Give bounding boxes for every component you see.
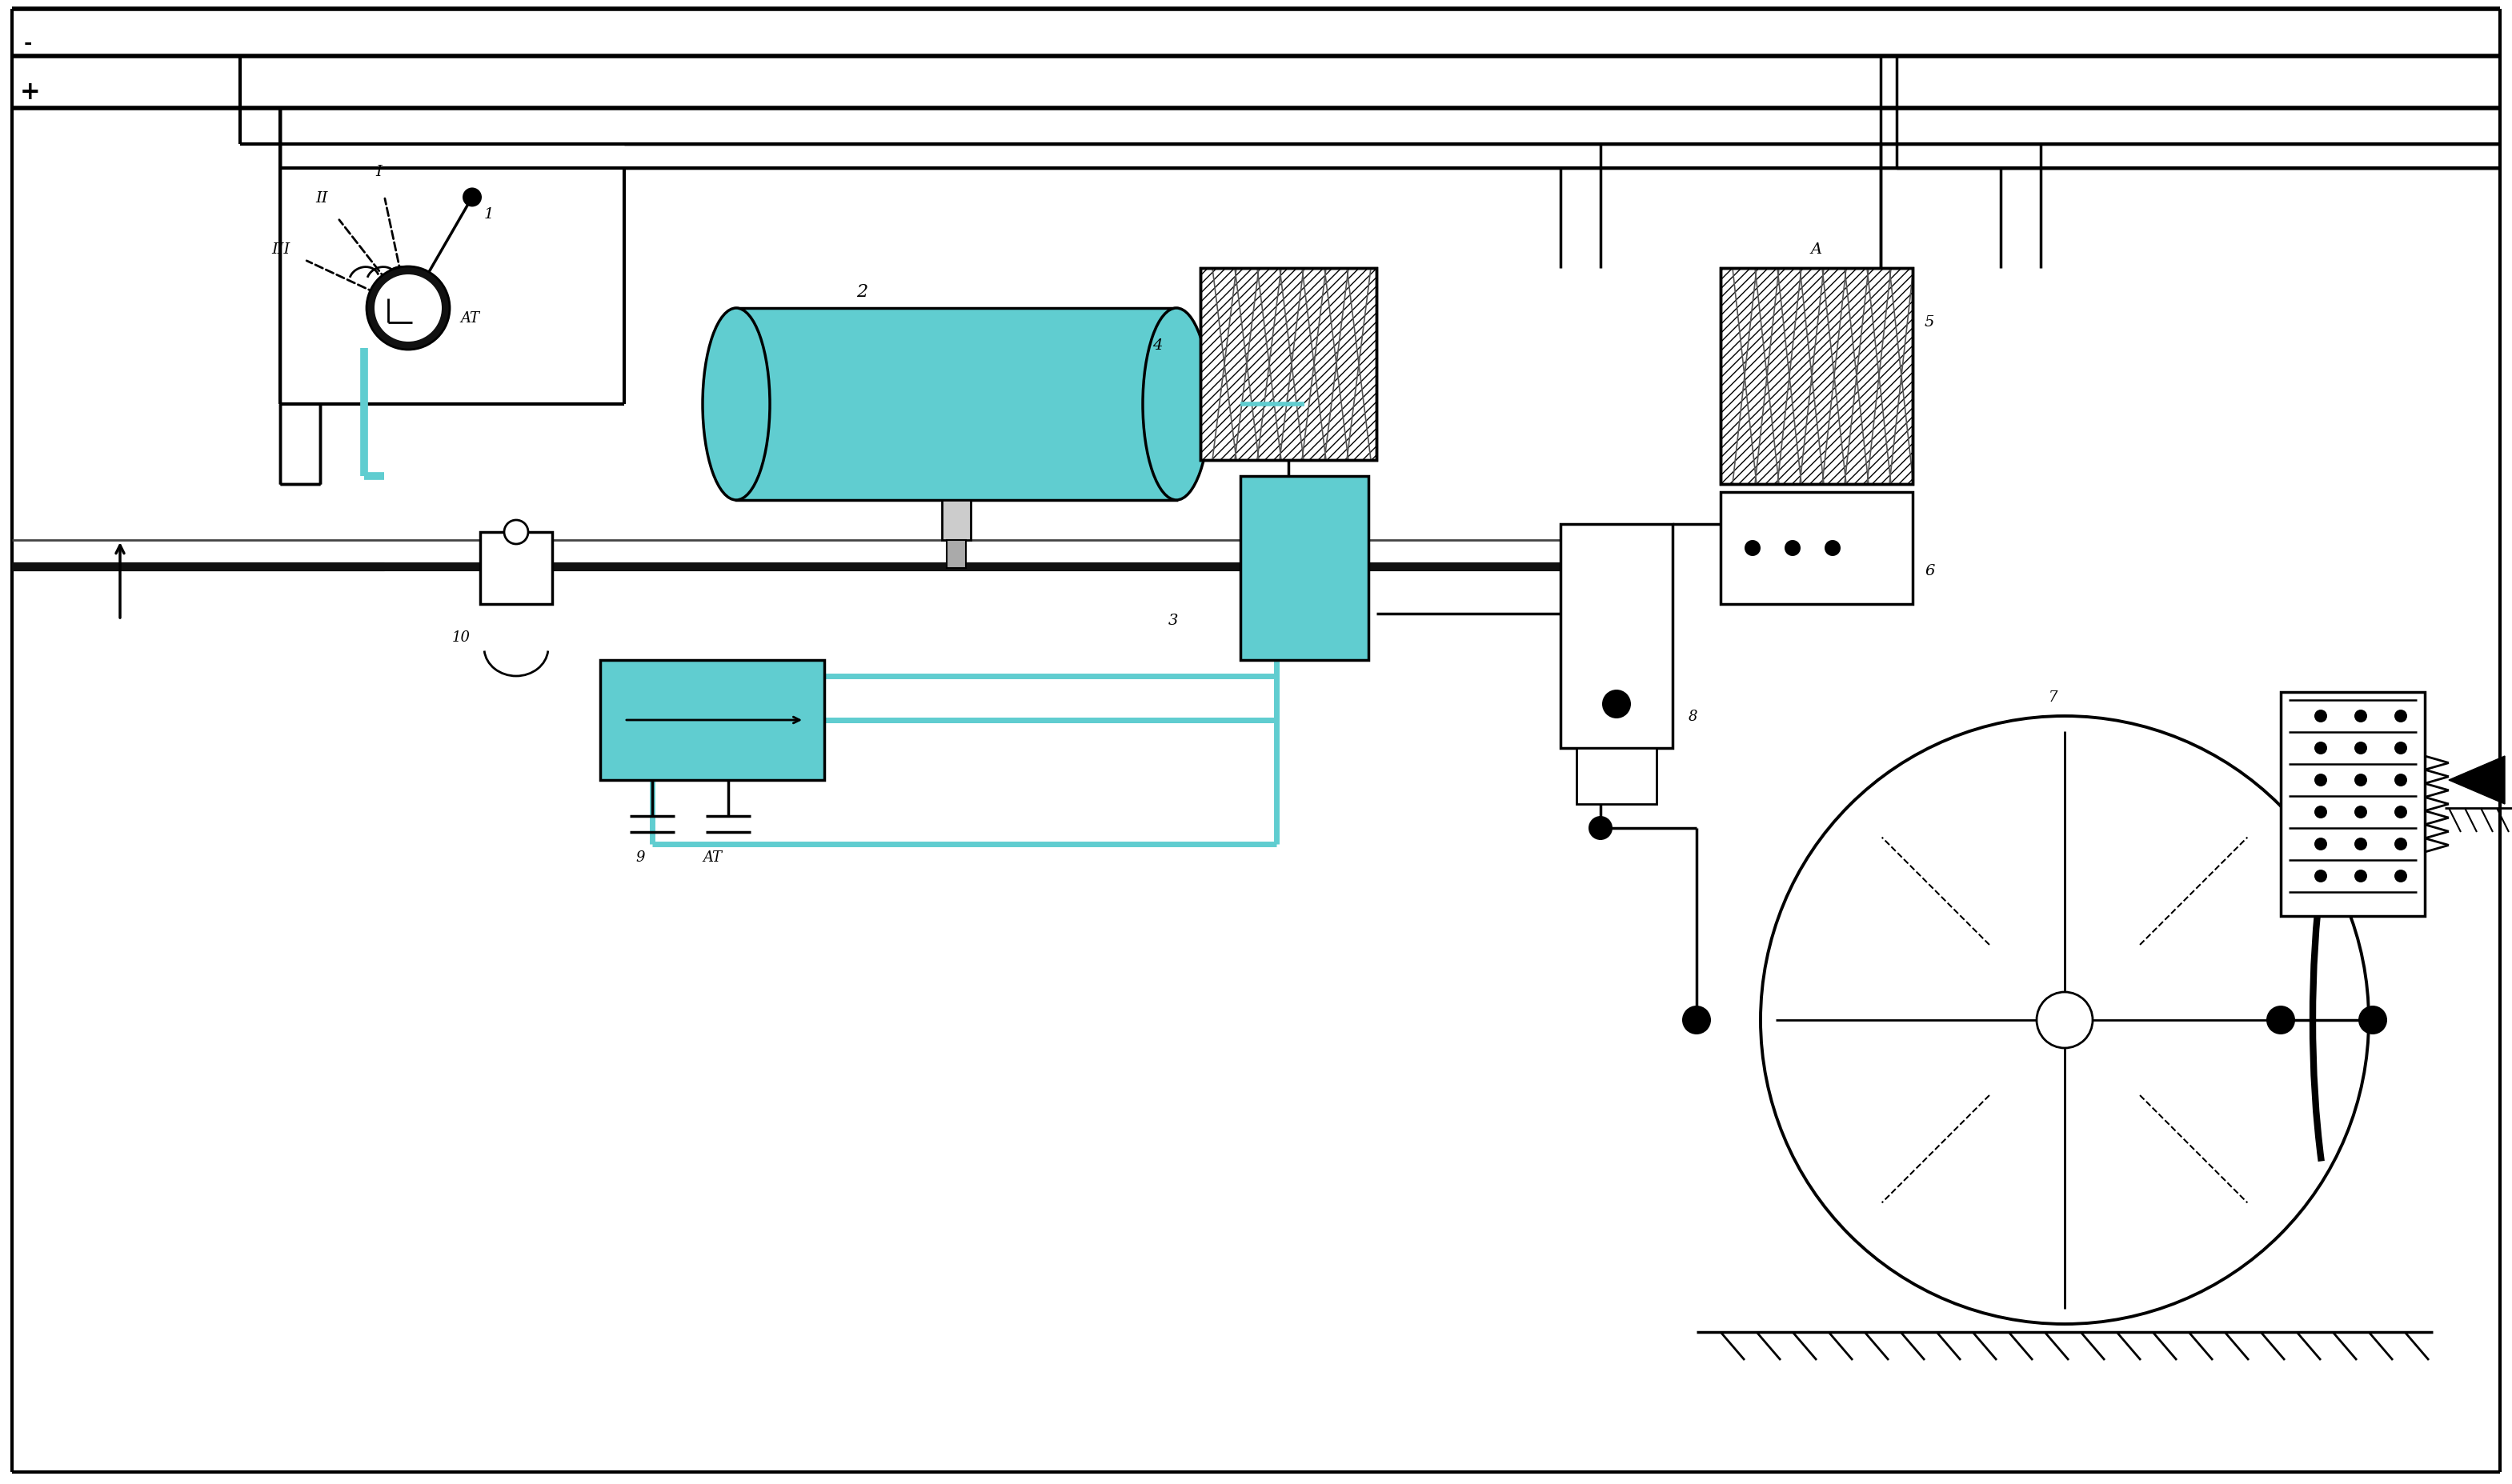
Bar: [1560, 524, 1673, 748]
Bar: [1201, 269, 1377, 460]
Circle shape: [2354, 709, 2366, 723]
Circle shape: [462, 188, 482, 208]
Circle shape: [2394, 775, 2406, 787]
Bar: [1721, 269, 1912, 485]
Circle shape: [2314, 742, 2326, 755]
Circle shape: [367, 267, 450, 350]
Text: 1: 1: [485, 208, 495, 221]
Circle shape: [2314, 838, 2326, 850]
Text: 8: 8: [1688, 709, 1698, 724]
Circle shape: [2394, 806, 2406, 819]
Circle shape: [2354, 838, 2366, 850]
Circle shape: [2314, 709, 2326, 723]
Bar: [1721, 493, 1912, 604]
Circle shape: [1743, 540, 1761, 556]
Bar: [1241, 476, 1369, 660]
Text: 7: 7: [2050, 690, 2057, 705]
Bar: [1721, 269, 1912, 485]
Circle shape: [505, 521, 528, 545]
Text: -: -: [25, 34, 33, 53]
Bar: [947, 540, 967, 568]
Bar: [1201, 269, 1377, 460]
Text: 4: 4: [1153, 338, 1163, 353]
Text: 3: 3: [1168, 613, 1178, 628]
Circle shape: [2354, 742, 2366, 755]
Text: 2: 2: [857, 283, 867, 301]
Text: +: +: [20, 80, 40, 105]
Bar: [736, 309, 1176, 500]
Circle shape: [374, 275, 442, 343]
Text: AT: AT: [703, 850, 721, 864]
Circle shape: [2394, 870, 2406, 883]
Circle shape: [2314, 870, 2326, 883]
Circle shape: [1761, 717, 2369, 1324]
Circle shape: [1824, 540, 1841, 556]
Text: 5: 5: [1924, 316, 1934, 329]
Polygon shape: [2449, 757, 2504, 804]
Circle shape: [1683, 1006, 1711, 1034]
Circle shape: [2314, 806, 2326, 819]
Bar: [1578, 748, 1655, 804]
Circle shape: [2314, 775, 2326, 787]
Text: 9: 9: [636, 850, 646, 864]
Text: II: II: [317, 191, 329, 206]
Circle shape: [1603, 690, 1630, 718]
Ellipse shape: [1143, 309, 1211, 500]
Ellipse shape: [703, 309, 769, 500]
Circle shape: [2354, 870, 2366, 883]
Circle shape: [2354, 775, 2366, 787]
Bar: [942, 500, 970, 540]
Text: A: A: [1811, 242, 1821, 257]
Bar: [600, 660, 824, 781]
Circle shape: [1588, 816, 1613, 840]
Circle shape: [2359, 1006, 2386, 1034]
Text: 10: 10: [452, 631, 470, 644]
Bar: [480, 533, 553, 604]
Text: 6: 6: [1924, 564, 1934, 579]
Circle shape: [2266, 1006, 2296, 1034]
Circle shape: [2394, 742, 2406, 755]
Text: I: I: [377, 165, 382, 180]
Bar: [2281, 693, 2424, 916]
Circle shape: [2394, 838, 2406, 850]
Text: AT: AT: [460, 312, 480, 325]
Circle shape: [2037, 993, 2092, 1048]
Text: III: III: [271, 242, 291, 257]
Circle shape: [1784, 540, 1801, 556]
Circle shape: [2354, 806, 2366, 819]
Circle shape: [2394, 709, 2406, 723]
